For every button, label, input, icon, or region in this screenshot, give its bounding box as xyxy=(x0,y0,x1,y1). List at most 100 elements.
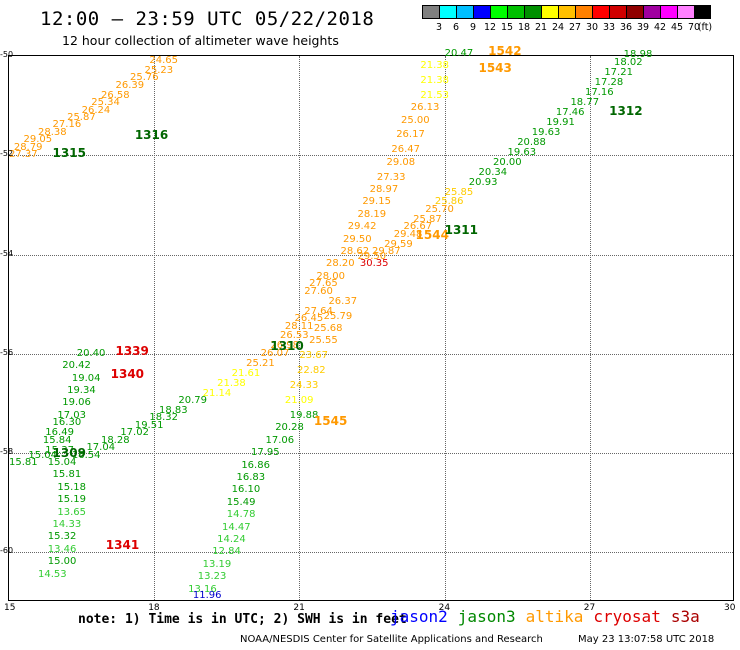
colorbar-swatch xyxy=(677,5,694,19)
wave-height-value: 28.79 xyxy=(13,141,43,153)
colorbar-tick-label: 12 xyxy=(483,22,497,33)
wave-height-value: 21.14 xyxy=(202,387,232,399)
longitude-label: 15 xyxy=(4,603,16,613)
longitude-label: 30 xyxy=(724,603,736,613)
page-title: 12:00 – 23:59 UTC 05/22/2018 xyxy=(40,8,375,30)
wave-height-value: 29.15 xyxy=(362,196,391,208)
wave-height-value: 18.98 xyxy=(623,49,653,61)
pass-number-label: 1543 xyxy=(478,61,512,76)
wave-height-value: 25.76 xyxy=(130,72,159,84)
wave-height-value: 29.08 xyxy=(386,156,416,168)
wave-height-value: 17.04 xyxy=(86,442,116,454)
wave-height-value: 15.00 xyxy=(47,556,77,568)
pass-number-label: 1339 xyxy=(115,344,149,359)
wave-height-value: 14.78 xyxy=(226,509,256,521)
colorbar-swatch xyxy=(643,5,660,19)
colorbar-tick-label: 33 xyxy=(602,22,616,33)
wave-height-value: 16.49 xyxy=(45,427,74,439)
wave-height-value: 18.83 xyxy=(159,404,188,416)
colorbar-swatch xyxy=(694,5,711,19)
pass-number-label: 1311 xyxy=(444,222,478,237)
pass-number-label: 1312 xyxy=(609,103,643,118)
pass-number-label: 1309 xyxy=(52,446,86,461)
wave-height-map: 24.65 25.23 25.76 26.39 26.58 25.34 26.24 25.87… xyxy=(8,44,734,601)
wave-height-value: 29.50 xyxy=(342,233,372,245)
colorbar-tick-label: 42 xyxy=(653,22,667,33)
latitude-gridline xyxy=(9,353,733,355)
wave-height-value: 16.86 xyxy=(241,459,270,471)
wave-height-value: 26.67 xyxy=(403,221,433,233)
wave-height-value: 17.46 xyxy=(555,107,585,119)
longitude-gridline xyxy=(299,56,301,600)
wave-height-value: 14.33 xyxy=(52,519,82,531)
wave-height-value: 20.47 xyxy=(444,47,474,59)
longitude-label: 21 xyxy=(293,603,305,613)
wave-height-value: 26.07 xyxy=(260,347,290,359)
wave-height-value: 27.16 xyxy=(52,119,82,131)
wave-height-value: 17.03 xyxy=(57,409,87,421)
wave-height-value: 21.09 xyxy=(284,394,314,406)
wave-height-value: 29.48 xyxy=(393,228,423,240)
longitude-gridline xyxy=(154,56,156,600)
latitude-label: -50 xyxy=(0,50,14,59)
wave-height-value: 16.54 xyxy=(71,449,101,461)
colorbar-unit-label: (ft) xyxy=(697,22,713,33)
colorbar-swatch xyxy=(524,5,541,19)
legend-jason3: jason3 xyxy=(457,607,516,626)
wave-height-value: 17.06 xyxy=(265,434,295,446)
wave-height-value: 11.96 xyxy=(192,590,222,601)
pass-number-label: 1310 xyxy=(270,339,304,354)
wave-height-value: 15.81 xyxy=(9,457,38,469)
wave-height-value: 25.68 xyxy=(313,323,343,334)
wave-height-value: 26.53 xyxy=(280,330,309,342)
wave-height-value: 25.87 xyxy=(413,213,442,225)
colorbar-tick-label: 3 xyxy=(435,22,443,33)
wave-height-value: 28.00 xyxy=(316,270,345,282)
wave-height-value: 19.06 xyxy=(62,397,91,409)
wave-height-value: 21.38 xyxy=(420,74,450,86)
colorbar-outline xyxy=(422,5,711,19)
wave-height-value: 15.04 xyxy=(28,449,57,461)
colorbar-tick-label: 6 xyxy=(452,22,460,33)
pass-number-label: 1315 xyxy=(52,146,86,161)
wave-height-value: 24.65 xyxy=(149,54,178,66)
wave-height-value: 17.16 xyxy=(584,87,614,99)
wave-height-value: 18.02 xyxy=(614,57,643,69)
wave-height-value: 15.19 xyxy=(57,494,87,506)
pass-number-label: 1341 xyxy=(105,537,140,552)
wave-height-value: 25.23 xyxy=(144,64,174,76)
legend-jason2: jason2 xyxy=(390,607,448,626)
page-subtitle: 12 hour collection of altimeter wave hei… xyxy=(62,33,339,48)
wave-height-value: 15.32 xyxy=(47,531,77,543)
wave-height-value: 26.98 xyxy=(270,340,299,352)
latitude-gridline xyxy=(9,254,733,256)
latitude-gridline xyxy=(9,552,733,554)
wave-height-value: 24.33 xyxy=(289,380,319,392)
colorbar-swatch xyxy=(456,5,473,19)
colorbar-tick-label: 9 xyxy=(469,22,477,33)
wave-height-value: 13.16 xyxy=(188,583,217,595)
wave-height-value: 15.04 xyxy=(47,457,77,469)
colorbar-tick-label: 39 xyxy=(636,22,650,33)
latitude-gridline xyxy=(9,453,733,455)
wave-height-value: 17.95 xyxy=(251,447,280,459)
wave-height-value: 15.81 xyxy=(52,469,82,481)
wave-height-value: 25.70 xyxy=(425,203,454,215)
latitude-label: -58 xyxy=(0,447,14,457)
latitude-label: -52 xyxy=(0,149,14,159)
pass-number-label: 1340 xyxy=(110,366,145,381)
colorbar-swatch xyxy=(592,5,609,19)
wave-height-value: 15.18 xyxy=(57,481,87,493)
wave-height-value: 27.64 xyxy=(304,305,333,317)
wave-height-value: 27.37 xyxy=(9,149,38,161)
wave-height-value: 14.47 xyxy=(221,521,251,533)
wave-height-value: 19.63 xyxy=(531,126,561,138)
wave-height-value: 28.19 xyxy=(357,208,387,220)
wave-height-value: 22.82 xyxy=(296,365,326,377)
longitude-label: 18 xyxy=(148,603,160,613)
wave-height-value: 19.88 xyxy=(289,409,319,421)
wave-height-value: 23.67 xyxy=(299,350,329,362)
wave-height-value: 20.40 xyxy=(76,347,106,359)
wave-height-value: 18.32 xyxy=(149,412,178,424)
colorbar-swatch xyxy=(626,5,643,19)
